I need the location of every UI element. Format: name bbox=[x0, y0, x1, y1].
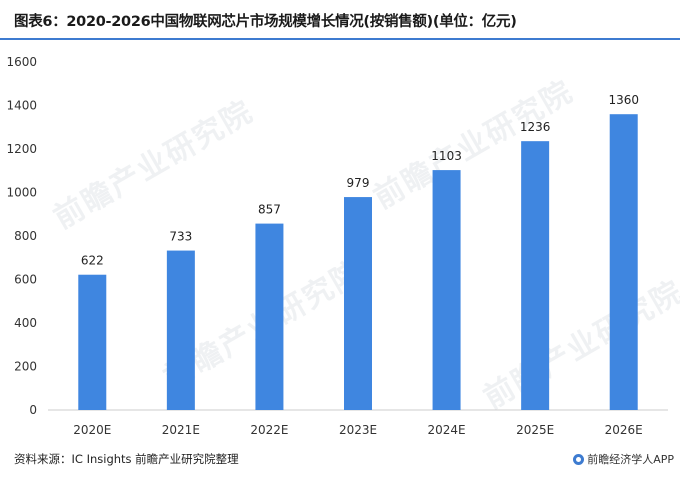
x-tick-label: 2023E bbox=[339, 423, 377, 437]
title-divider bbox=[0, 38, 680, 40]
chart-title: 图表6：2020-2026中国物联网芯片市场规模增长情况(按销售额)(单位：亿元… bbox=[14, 14, 517, 30]
data-label: 1236 bbox=[520, 120, 551, 134]
bar bbox=[344, 197, 372, 410]
y-tick-label: 800 bbox=[14, 229, 37, 243]
x-tick-label: 2022E bbox=[250, 423, 288, 437]
x-tick-label: 2025E bbox=[516, 423, 554, 437]
source-note: 资料来源：IC Insights 前瞻产业研究院整理 bbox=[14, 452, 239, 466]
x-tick-label: 2026E bbox=[605, 423, 643, 437]
y-tick-label: 200 bbox=[14, 360, 37, 374]
bar bbox=[78, 274, 107, 410]
data-label: 733 bbox=[169, 230, 192, 244]
y-tick-label: 1600 bbox=[6, 55, 37, 69]
bar bbox=[521, 141, 550, 411]
y-tick-label: 600 bbox=[14, 273, 37, 287]
bar bbox=[432, 170, 461, 410]
y-tick-label: 1400 bbox=[6, 99, 37, 113]
data-label: 1103 bbox=[431, 149, 462, 163]
data-label: 857 bbox=[258, 203, 281, 217]
x-tick-label: 2020E bbox=[73, 423, 111, 437]
data-label: 622 bbox=[81, 254, 104, 268]
brand-logo-icon bbox=[573, 453, 585, 465]
brand-credit: 前瞻经济学人APP bbox=[573, 451, 674, 467]
bar bbox=[166, 250, 195, 410]
data-label: 1360 bbox=[608, 93, 639, 107]
data-label: 979 bbox=[347, 176, 370, 190]
bar bbox=[609, 114, 638, 410]
y-tick-label: 1200 bbox=[6, 142, 37, 156]
x-tick-label: 2024E bbox=[428, 423, 466, 437]
y-tick-label: 1000 bbox=[6, 186, 37, 200]
x-tick-label: 2021E bbox=[162, 423, 200, 437]
bar bbox=[255, 223, 284, 410]
y-tick-label: 400 bbox=[14, 316, 37, 330]
y-tick-label: 0 bbox=[29, 403, 37, 417]
brand-name: 前瞻经济学人APP bbox=[587, 453, 674, 466]
